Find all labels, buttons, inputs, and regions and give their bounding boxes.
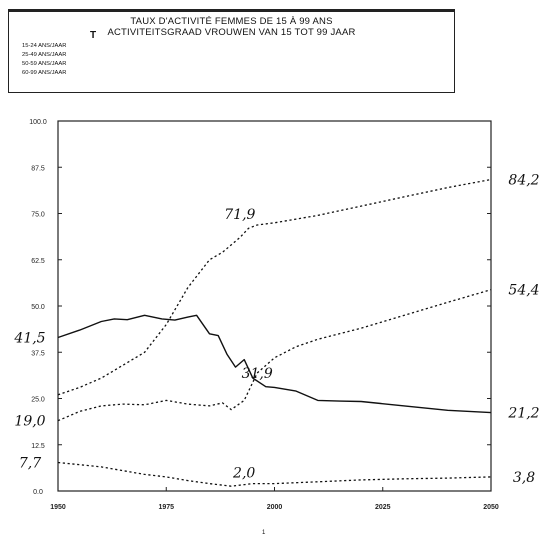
header-mark: T [90, 30, 97, 41]
data-label: 41,5 [13, 330, 45, 346]
legend-item-60-99: 60-99 ANS/JAAR [22, 70, 67, 76]
data-label: 54,4 [508, 283, 539, 299]
series-line-4 [57, 461, 492, 487]
legend-item-25-49: 25-49 ANS/JAAR [22, 52, 67, 58]
y-tick-label: 62.5 [31, 258, 45, 265]
x-tick-label: 1975 [158, 504, 174, 511]
data-label: 84,2 [508, 172, 539, 188]
chart-ticks: 0.0 12.5 25.0 37.5 50.0 62.5 75.0 87.5 100.0 1950… [29, 119, 499, 511]
y-tick-label: 25.0 [31, 397, 45, 404]
series-line-3 [57, 289, 492, 422]
chart-axes [57, 120, 492, 492]
page-number: 1 [262, 530, 266, 536]
x-tick-label: 1950 [50, 504, 66, 511]
data-label: 21,2 [507, 406, 539, 422]
legend-item-15-24: 15-24 ANS/JAAR [22, 43, 67, 49]
legend-item-50-59: 50-59 ANS/JAAR [22, 61, 67, 67]
y-tick-label: 37.5 [31, 350, 45, 357]
series-line-2 [57, 178, 492, 396]
data-label: 3,8 [513, 470, 535, 486]
chart-title-fr: TAUX D'ACTIVITÉ FEMMES DE 15 À 99 ANS [130, 16, 333, 27]
y-tick-label: 0.0 [33, 489, 43, 496]
y-tick-label: 87.5 [31, 165, 45, 172]
y-tick-label: 75.0 [31, 212, 45, 219]
chart-title-nl: ACTIVITEITSGRAAD VROUWEN VAN 15 TOT 99 J… [107, 27, 356, 38]
y-tick-label: 100.0 [29, 119, 47, 126]
y-tick-label: 50.0 [31, 304, 45, 311]
data-label: 31,9 [242, 366, 273, 382]
data-label: 19,0 [14, 414, 45, 430]
x-tick-label: 2025 [375, 504, 391, 511]
y-tick-label: 12.5 [31, 443, 45, 450]
series-line-1 [57, 314, 492, 414]
chart-series [57, 178, 492, 487]
chart-annotations: 41,5 19,0 7,7 71,9 31,9 2,0 84,2 54,4 21,2 3,8 [13, 172, 539, 485]
chart-header-box: TAUX D'ACTIVITÉ FEMMES DE 15 À 99 ANS AC… [8, 9, 455, 93]
x-tick-label: 2050 [483, 504, 499, 511]
data-label: 71,9 [224, 207, 255, 223]
data-label: 2,0 [232, 466, 255, 482]
data-label: 7,7 [19, 456, 41, 472]
plot-frame [57, 120, 492, 492]
x-tick-label: 2000 [267, 504, 283, 511]
